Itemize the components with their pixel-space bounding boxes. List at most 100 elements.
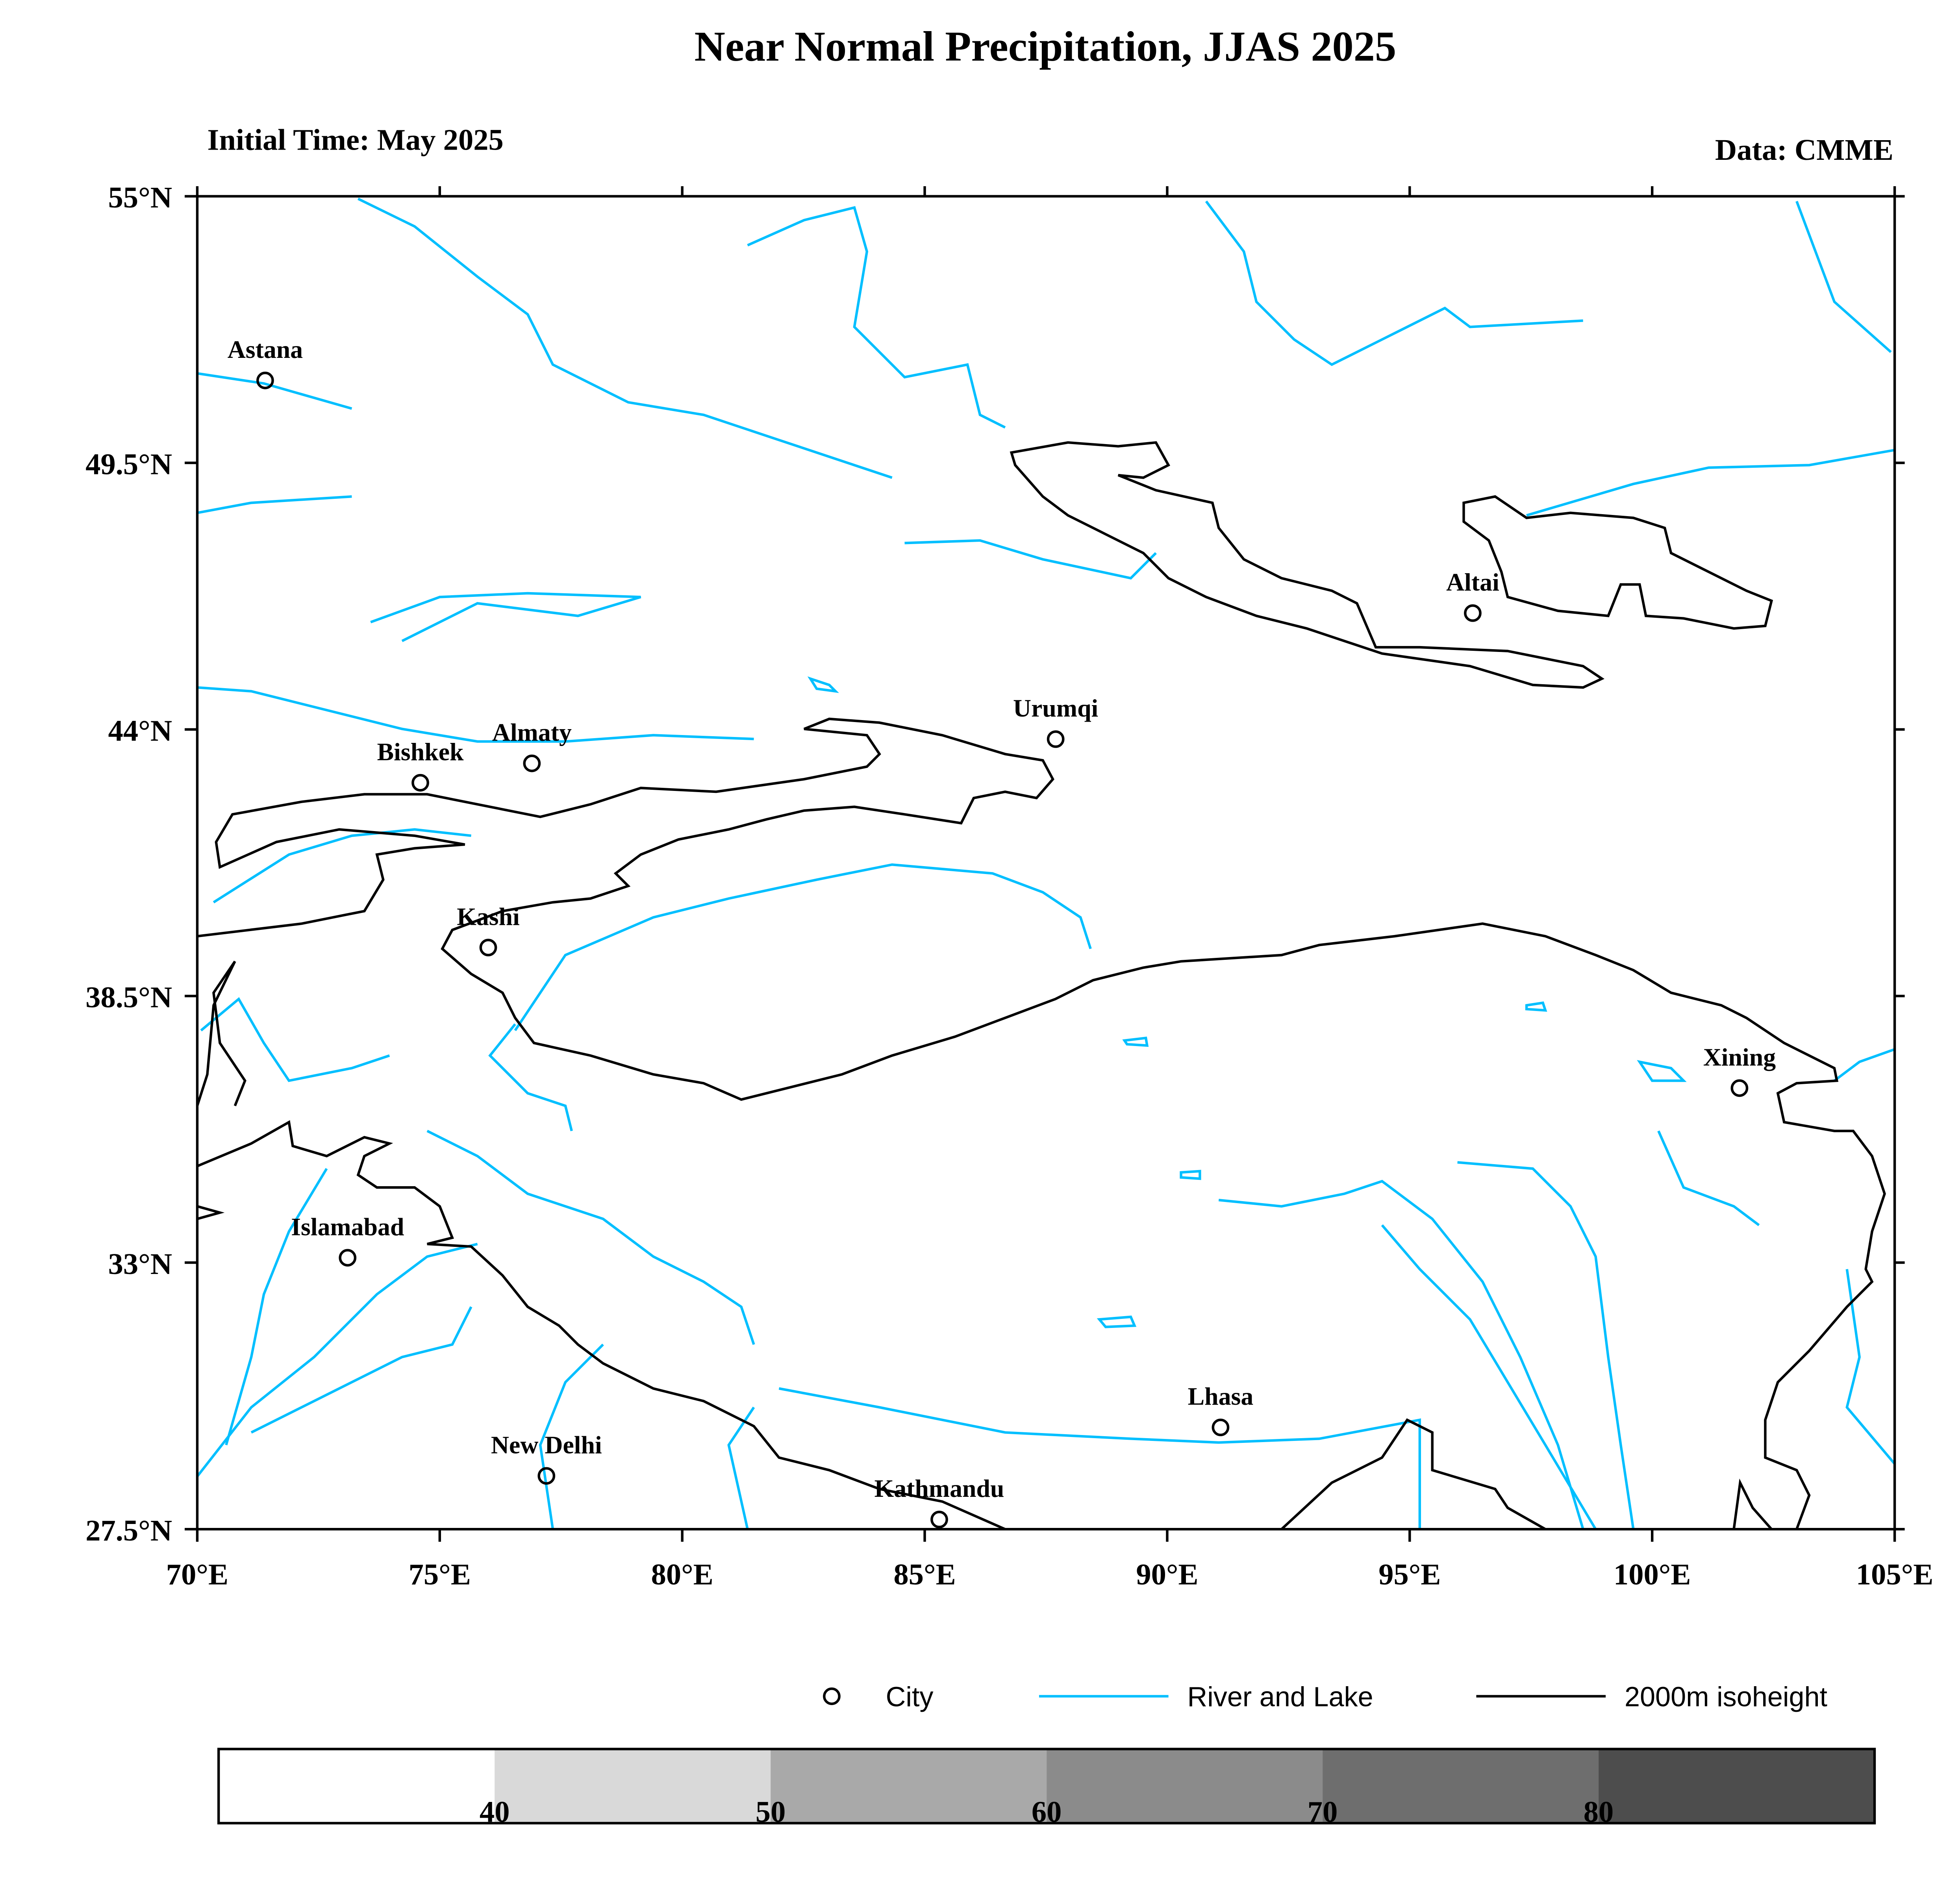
- colorbar-label: 50: [756, 1795, 786, 1829]
- river: [213, 828, 471, 904]
- lon-tick-label: 85°E: [893, 1558, 956, 1591]
- river: [1381, 1224, 1597, 1529]
- river: [200, 997, 390, 1082]
- city-marker: [537, 1467, 556, 1485]
- isoheight-contour: [1732, 1478, 1773, 1529]
- lake: [1122, 1036, 1149, 1047]
- lon-tick-label: 70°E: [166, 1558, 228, 1591]
- river: [1795, 201, 1892, 353]
- colorbar-segment: [771, 1749, 1047, 1823]
- isoheight-contour: [1462, 495, 1773, 630]
- colorbar-label: 60: [1032, 1795, 1062, 1829]
- river: [488, 1023, 573, 1131]
- legend-river-label: River and Lake: [1187, 1681, 1373, 1712]
- city-label: Altai: [1446, 568, 1499, 596]
- city-marker: [930, 1511, 948, 1528]
- city-label: Kathmandu: [874, 1474, 1004, 1502]
- river: [727, 1406, 755, 1529]
- city-marker: [1047, 730, 1065, 748]
- colorbar-label: 80: [1584, 1795, 1614, 1829]
- river: [1457, 1161, 1635, 1529]
- lake: [807, 676, 839, 693]
- lat-tick-label: 55°N: [108, 181, 172, 214]
- city-label: Almaty: [492, 718, 572, 746]
- data-source-label: Data: CMME: [1715, 133, 1893, 167]
- city-marker: [523, 754, 541, 772]
- colorbar-segment: [495, 1749, 771, 1823]
- river: [1205, 200, 1583, 366]
- colorbar-segment: [219, 1749, 495, 1823]
- city-marker: [256, 372, 274, 389]
- axes: 70°E 75°E 80°E 85°E 90°E 95°E 100°E 105°E 55°N 49…: [85, 181, 1933, 1591]
- map-title: Near Normal Precipitation, JJAS 2025: [695, 23, 1397, 70]
- city-label: Lhasa: [1188, 1382, 1254, 1410]
- map-area: Astana Bishkek Almaty Urumqi Kashi Altai Xinin…: [85, 181, 1933, 1591]
- lake: [1180, 1170, 1201, 1180]
- isoheight-contour: [1010, 441, 1605, 689]
- river: [539, 1343, 604, 1529]
- city-label: Kashi: [457, 902, 520, 930]
- city-label: New Delhi: [491, 1431, 602, 1459]
- lat-tick-label: 44°N: [108, 714, 172, 748]
- lon-tick-label: 95°E: [1378, 1558, 1441, 1591]
- isoheight-contour: [1280, 1418, 1546, 1529]
- rivers-and-lakes: [197, 198, 1895, 1529]
- city-marker: [479, 939, 497, 957]
- river: [358, 198, 893, 479]
- river: [747, 206, 1006, 429]
- city-marker: [1212, 1418, 1230, 1437]
- lon-tick-label: 90°E: [1136, 1558, 1198, 1591]
- colorbar-label: 70: [1308, 1795, 1338, 1829]
- river: [514, 863, 1092, 1031]
- lon-tick-label: 75°E: [409, 1558, 471, 1591]
- lon-tick-label: 80°E: [651, 1558, 713, 1591]
- colorbar-segment: [1047, 1749, 1323, 1823]
- river: [1637, 1060, 1687, 1082]
- city-legend-marker: [823, 1687, 841, 1705]
- lon-tick-label: 100°E: [1614, 1558, 1691, 1591]
- city-label: Bishkek: [377, 738, 464, 766]
- river: [225, 1168, 328, 1446]
- lat-tick-label: 33°N: [108, 1247, 172, 1281]
- colorbar-frame: [217, 1748, 1876, 1825]
- river: [197, 686, 754, 743]
- isoheight-contour: [197, 1120, 1006, 1529]
- city-label: Xining: [1703, 1043, 1776, 1071]
- city-label: Astana: [228, 335, 303, 363]
- lon-tick-label: 105°E: [1856, 1558, 1934, 1591]
- map-frame: [196, 195, 1896, 1531]
- lat-tick-label: 49.5°N: [85, 447, 172, 481]
- river: [778, 1387, 1421, 1529]
- isoheight-contour: [197, 717, 1886, 1529]
- river: [197, 372, 352, 410]
- river: [1218, 1180, 1584, 1529]
- river: [1845, 1269, 1895, 1465]
- river: [904, 539, 1157, 580]
- river: [370, 592, 641, 643]
- lake: [1525, 1001, 1547, 1012]
- legend: City River and Lake 2000m isoheight: [823, 1681, 1827, 1712]
- lake: [1097, 1315, 1137, 1328]
- city-label: Islamabad: [291, 1213, 404, 1241]
- cities: Astana Bishkek Almaty Urumqi Kashi Altai Xinin…: [228, 335, 1776, 1528]
- colorbar-segment: [1599, 1749, 1875, 1823]
- river: [1833, 1048, 1895, 1082]
- legend-city-label: City: [886, 1681, 934, 1712]
- city-marker: [1730, 1079, 1749, 1097]
- river: [1526, 448, 1895, 517]
- colorbar-segment: [1323, 1749, 1599, 1823]
- colorbar-label: 40: [480, 1795, 510, 1829]
- river: [1657, 1130, 1760, 1226]
- legend-isoheight-label: 2000m isoheight: [1625, 1681, 1827, 1712]
- city-marker: [411, 774, 429, 792]
- initial-time-label: Initial Time: May 2025: [207, 123, 504, 156]
- city-marker: [1464, 604, 1482, 622]
- isoheight-2000m: [197, 441, 1886, 1529]
- city-label: Urumqi: [1013, 694, 1098, 722]
- city-marker: [339, 1249, 357, 1267]
- river: [426, 1130, 755, 1345]
- river: [250, 1306, 472, 1434]
- isoheight-contour: [197, 961, 246, 1107]
